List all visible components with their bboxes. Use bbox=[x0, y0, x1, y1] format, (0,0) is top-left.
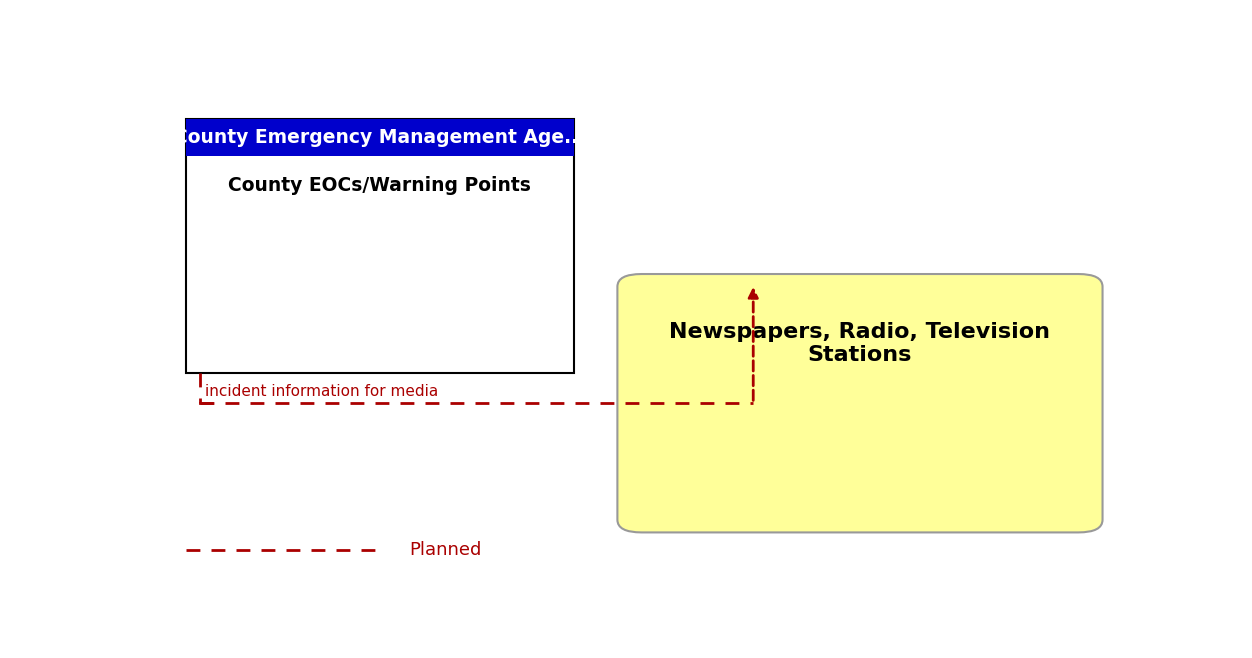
FancyBboxPatch shape bbox=[617, 274, 1103, 532]
Text: County Emergency Management Age...: County Emergency Management Age... bbox=[174, 128, 585, 147]
Text: Newspapers, Radio, Television
Stations: Newspapers, Radio, Television Stations bbox=[670, 322, 1050, 365]
Text: Planned: Planned bbox=[408, 541, 481, 559]
FancyBboxPatch shape bbox=[185, 120, 573, 156]
Text: incident information for media: incident information for media bbox=[205, 384, 438, 399]
FancyBboxPatch shape bbox=[185, 120, 573, 373]
Text: County EOCs/Warning Points: County EOCs/Warning Points bbox=[228, 176, 531, 195]
